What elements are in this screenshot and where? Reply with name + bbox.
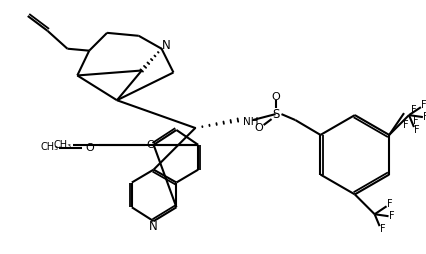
Text: S: S: [271, 108, 279, 121]
Text: O: O: [86, 143, 94, 153]
Text: NH: NH: [242, 117, 258, 127]
Text: N: N: [149, 220, 158, 233]
Text: O: O: [146, 140, 155, 150]
Text: O: O: [254, 123, 262, 133]
Text: F: F: [410, 105, 416, 115]
Text: F: F: [412, 116, 418, 126]
Text: F: F: [379, 224, 385, 234]
Text: F: F: [388, 211, 393, 221]
Text: F: F: [413, 125, 419, 135]
Text: CH₃: CH₃: [40, 142, 58, 152]
Text: F: F: [422, 112, 426, 122]
Text: N: N: [162, 39, 170, 52]
Text: F: F: [402, 120, 408, 130]
Text: CH₃: CH₃: [53, 140, 71, 150]
Text: F: F: [420, 100, 426, 110]
Text: O: O: [271, 92, 279, 102]
Text: F: F: [386, 199, 391, 209]
